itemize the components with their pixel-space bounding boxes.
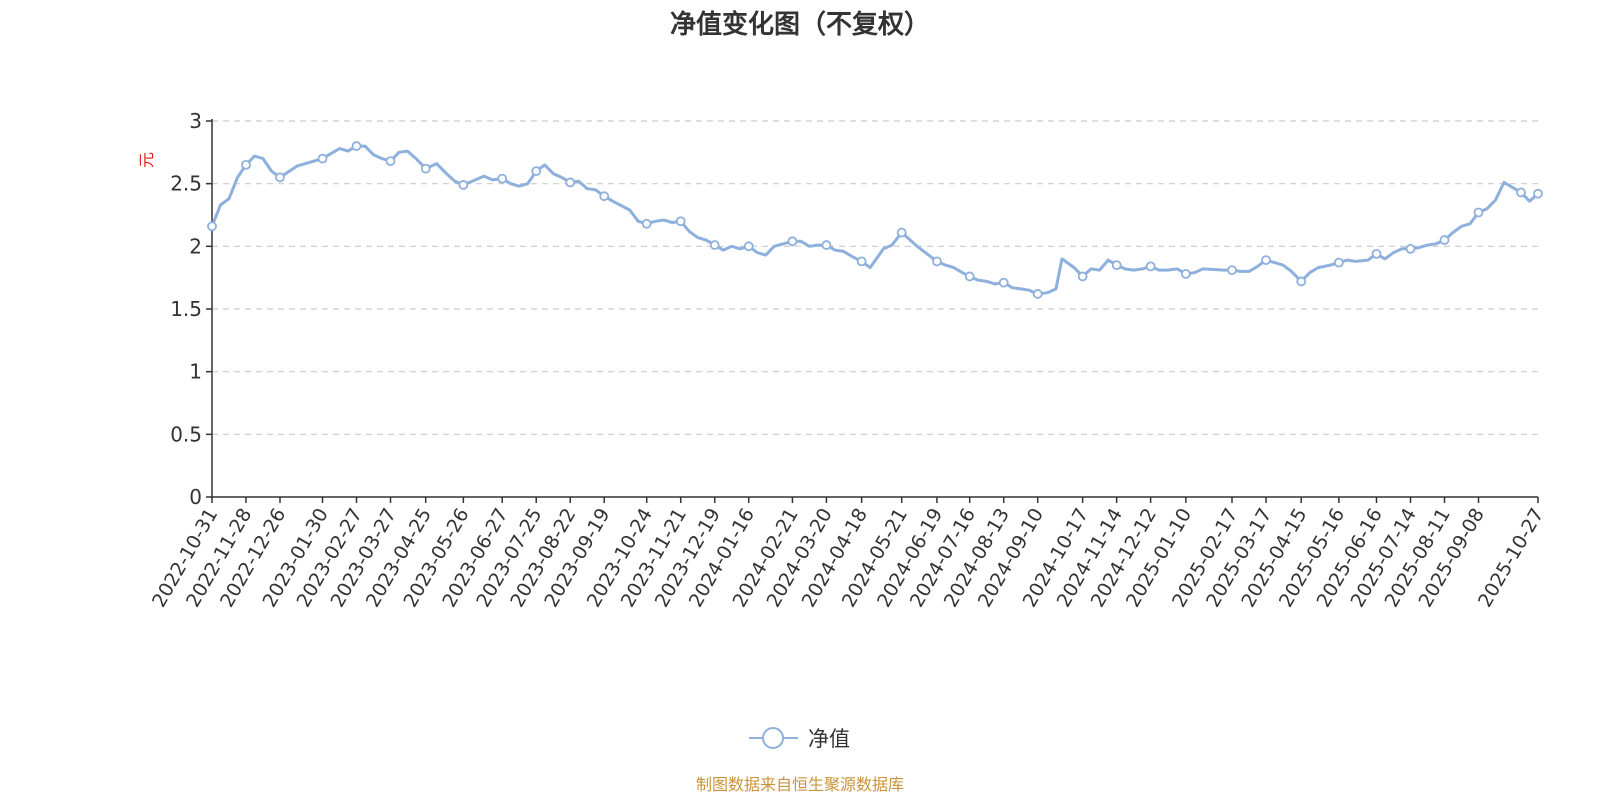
legend-label: 净值	[808, 727, 850, 751]
data-point-26	[1145, 261, 1156, 272]
data-point-29	[1261, 255, 1271, 266]
data-point-25	[1111, 260, 1122, 271]
data-point-17	[821, 240, 832, 250]
y-tick-label-6: 3	[189, 109, 202, 133]
data-point-8	[497, 173, 508, 184]
data-point-1	[241, 159, 251, 170]
data-point-5	[385, 156, 396, 167]
y-tick-label-5: 2.5	[170, 172, 202, 196]
x-tick-labels: 2022-10-312022-11-282022-12-262023-01-30…	[148, 505, 1548, 612]
data-point-18	[856, 256, 867, 267]
data-point-37	[1533, 188, 1543, 199]
data-point-33	[1405, 243, 1416, 254]
data-point-19	[896, 227, 907, 238]
y-axis-label: 元	[137, 152, 156, 168]
data-point-28	[1227, 265, 1237, 276]
y-tick-label-0: 0	[189, 485, 202, 509]
data-point-24	[1077, 271, 1088, 282]
data-point-36	[1516, 187, 1526, 198]
data-point-34	[1439, 235, 1450, 245]
chart-title: 净值变化图（不复权）	[670, 9, 930, 40]
data-point-2	[275, 172, 285, 183]
net-value-line	[210, 144, 1539, 296]
grid-lines	[212, 120, 1538, 435]
data-point-32	[1371, 248, 1382, 259]
data-point-20	[932, 256, 942, 267]
data-point-0	[207, 221, 217, 232]
data-point-15	[743, 241, 754, 252]
data-point-31	[1333, 257, 1344, 268]
y-tick-labels: 0 0.5 1 1.5 2 2.5 3	[170, 109, 202, 509]
y-tick-label-4: 2	[189, 234, 202, 258]
legend[interactable]: 净值	[749, 727, 850, 751]
data-point-9	[531, 166, 542, 177]
data-point-16	[787, 236, 798, 247]
axes	[206, 119, 1539, 503]
y-tick-label-2: 1	[189, 360, 202, 384]
data-point-14	[709, 240, 720, 250]
data-point-12	[641, 218, 652, 229]
data-point-6	[420, 163, 431, 174]
series-net-value	[207, 141, 1543, 299]
data-point-35	[1473, 207, 1484, 218]
data-point-10	[565, 177, 576, 188]
data-point-3	[317, 153, 328, 164]
data-point-11	[599, 191, 610, 202]
y-tick-label-3: 1.5	[170, 297, 202, 321]
data-point-13	[675, 216, 686, 227]
data-point-23	[1032, 289, 1043, 299]
legend-marker-icon	[762, 727, 784, 749]
data-point-22	[998, 277, 1009, 288]
data-point-7	[458, 180, 469, 190]
data-point-21	[964, 271, 975, 282]
data-point-27	[1180, 269, 1191, 279]
data-point-30	[1296, 276, 1307, 287]
source-note: 制图数据来自恒生聚源数据库	[696, 775, 904, 794]
y-tick-label-1: 0.5	[170, 422, 202, 446]
data-point-4	[351, 141, 362, 151]
